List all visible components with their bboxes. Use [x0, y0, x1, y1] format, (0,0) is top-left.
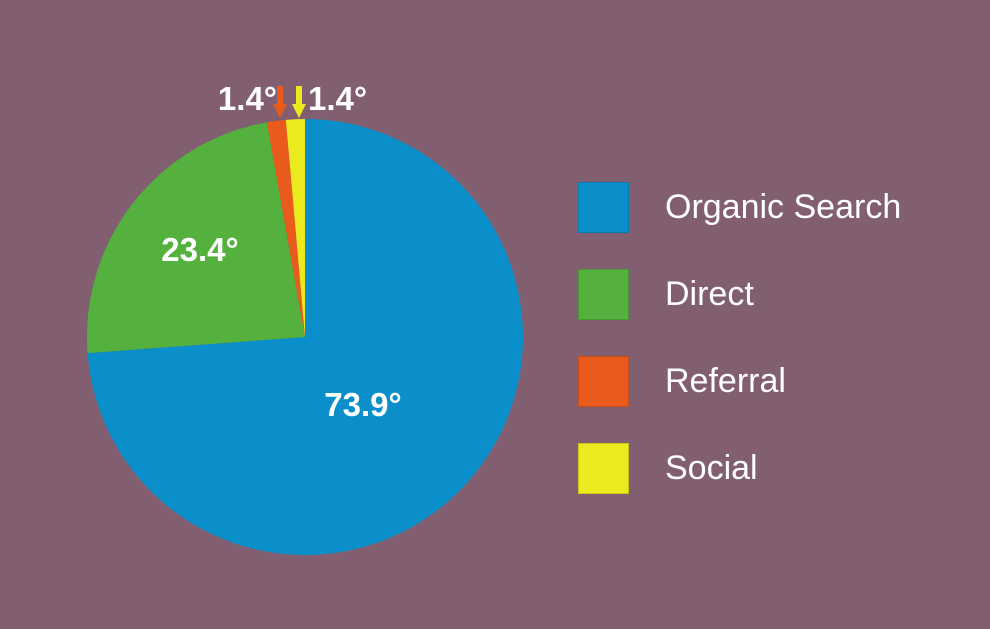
pie-slice-referral [266, 119, 305, 338]
legend-swatch-social [578, 443, 629, 494]
data-label-direct: 23.4° [161, 231, 238, 268]
pie-slice-social [285, 119, 305, 337]
legend-item-direct: Direct [578, 269, 901, 320]
data-label-organic-search: 73.9° [324, 386, 401, 423]
legend-item-social: Social [578, 443, 901, 494]
legend-swatch-direct [578, 269, 629, 320]
legend: Organic Search Direct Referral Social [578, 182, 901, 530]
legend-label-referral: Referral [665, 362, 786, 400]
pie-slice-direct [87, 122, 305, 354]
arrow-referral [273, 86, 287, 118]
data-label-social: 1.4° [308, 80, 367, 117]
legend-item-referral: Referral [578, 356, 901, 407]
pie-data-labels: 73.9° 23.4° 1.4° 1.4° [161, 80, 401, 423]
data-label-referral: 1.4° [218, 80, 277, 117]
legend-label-organic-search: Organic Search [665, 188, 902, 226]
arrow-social [292, 86, 306, 118]
pie-slices [87, 119, 524, 555]
legend-swatch-organic-search [578, 182, 629, 233]
callout-arrows [273, 86, 306, 118]
legend-label-social: Social [665, 449, 758, 487]
legend-swatch-referral [578, 356, 629, 407]
legend-label-direct: Direct [665, 275, 754, 313]
legend-item-organic-search: Organic Search [578, 182, 901, 233]
pie-slice-organic-search [87, 119, 524, 555]
